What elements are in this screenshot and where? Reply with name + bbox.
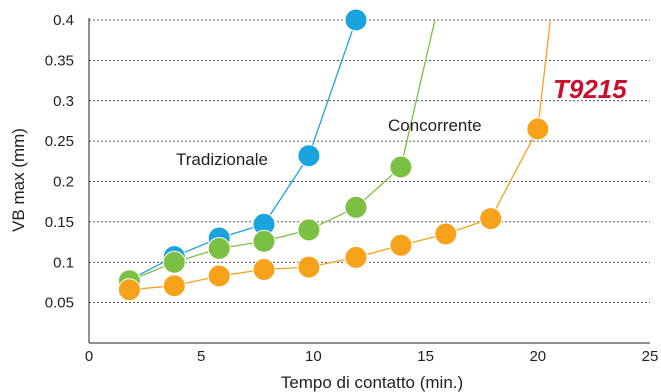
data-point [344,8,368,32]
data-point [344,195,368,219]
y-tick-label: 0.2 [53,174,74,191]
y-tick-label: 0.1 [53,254,74,271]
data-point [479,207,503,231]
series-line-0 [129,20,357,281]
data-point [526,117,550,141]
y-tick-label: 0.25 [45,133,74,150]
y-tick-label: 0.35 [45,52,74,69]
data-point [252,258,276,281]
x-tick-label: 5 [197,348,205,365]
data-point [297,144,321,168]
x-tick-label: 10 [305,348,322,365]
x-tick-label: 15 [417,348,434,365]
data-point [389,155,413,179]
data-point [389,233,413,257]
x-tick-label: 20 [529,348,546,365]
data-point [252,229,276,253]
series-label-concorrente: Concorrente [388,116,482,135]
y-tick-label: 0.05 [45,295,74,312]
data-point [162,250,186,274]
axes [88,18,650,344]
data-point [297,218,321,242]
x-tick-labels: 0 5 10 15 20 25 [85,348,659,365]
x-tick-label: 0 [85,348,93,365]
series-label-tradizionale: Tradizionale [176,150,268,169]
y-tick-label: 0.4 [53,12,74,29]
data-point [162,274,186,298]
brand-label: T9215 [553,74,627,104]
data-point [207,264,231,288]
series [129,20,552,291]
y-tick-label: 0.3 [53,93,74,110]
data-point [434,222,458,246]
y-tick-label: 0.15 [45,214,74,231]
x-axis-title: Tempo di contatto (min.) [281,373,463,392]
x-tick-label: 25 [642,348,659,365]
data-point [117,278,141,302]
data-point [297,255,321,279]
y-axis-title: VB max (mm) [9,128,28,232]
markers [117,8,550,302]
data-point [344,245,368,269]
data-point [207,237,231,260]
y-tick-labels: 0.05 0.1 0.15 0.2 0.25 0.3 0.35 0.4 [45,12,74,312]
